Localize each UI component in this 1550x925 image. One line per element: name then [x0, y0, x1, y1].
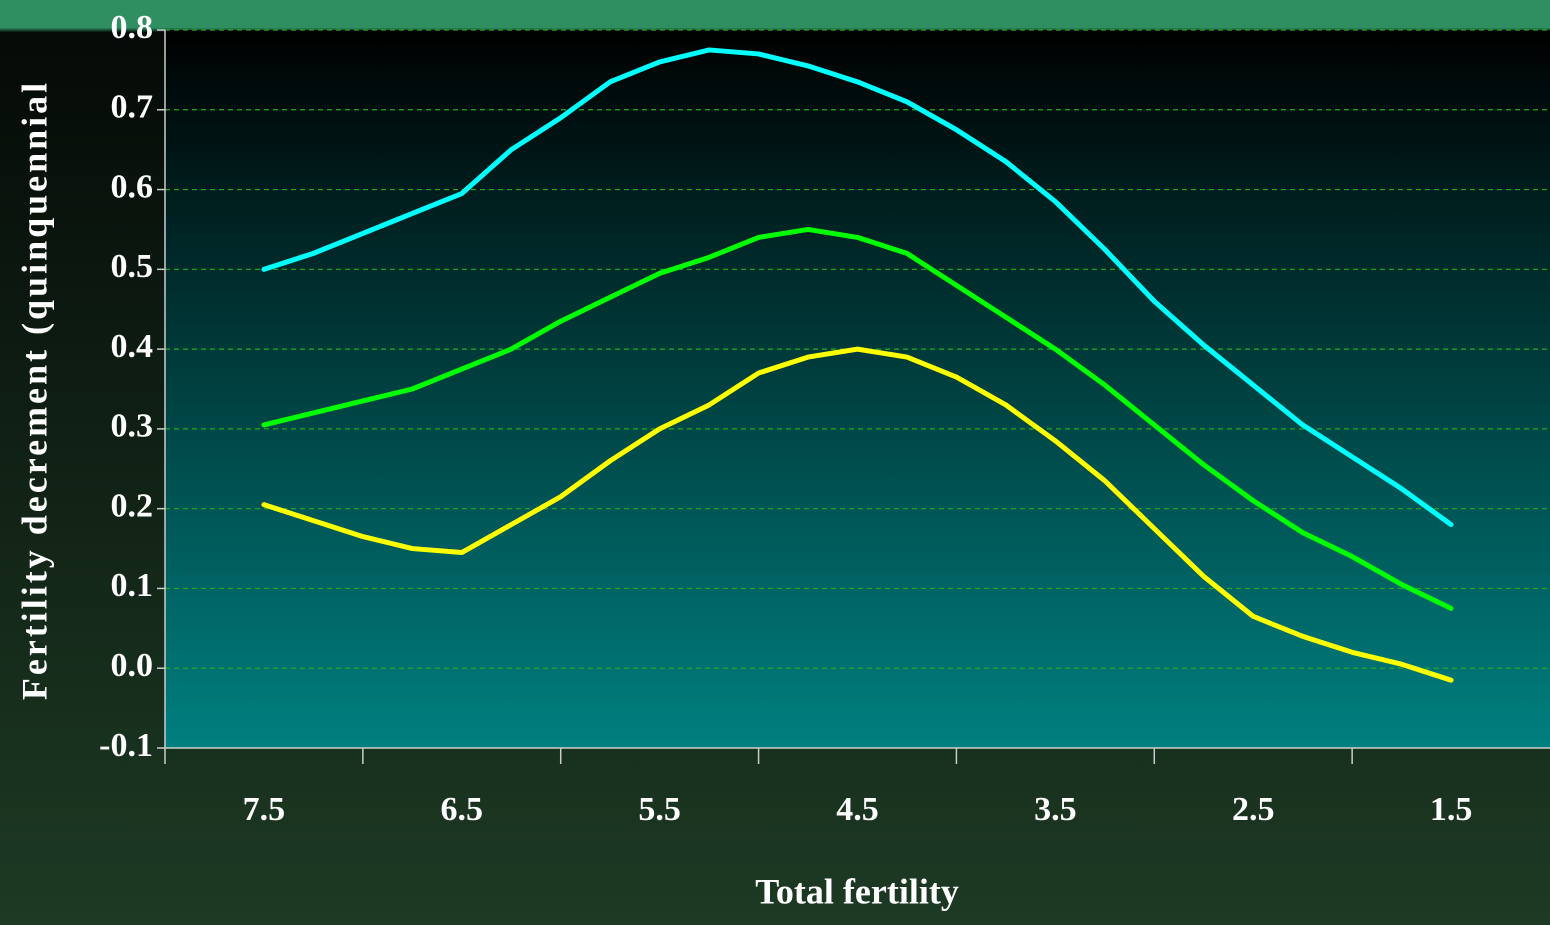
- series-line: [261, 47, 1454, 528]
- x-tick-label: 6.5: [441, 791, 484, 828]
- y-tick-label: 0.0: [111, 647, 154, 684]
- x-tick-label: 7.5: [243, 791, 286, 828]
- x-axis-title: Total fertility: [755, 871, 959, 911]
- y-tick-label: -0.1: [99, 727, 153, 764]
- y-tick-label: 0.8: [111, 9, 154, 46]
- x-tick-label: 3.5: [1034, 791, 1077, 828]
- x-tick-label: 4.5: [836, 791, 879, 828]
- x-tick-label: 2.5: [1232, 791, 1275, 828]
- y-tick-label: 0.7: [111, 89, 154, 126]
- y-tick-label: 0.2: [111, 487, 154, 524]
- plot-area: [165, 30, 1550, 748]
- y-tick-label: 0.4: [111, 328, 154, 365]
- x-tick-label: 5.5: [638, 791, 681, 828]
- x-tick-label: 1.5: [1430, 791, 1473, 828]
- series-line: [261, 226, 1454, 611]
- y-tick-label: 0.5: [111, 248, 154, 285]
- y-tick-label: 0.3: [111, 408, 154, 445]
- y-axis-title: Fertility decrement (quinquennial: [14, 80, 54, 700]
- y-tick-label: 0.6: [111, 168, 154, 205]
- series-line: [261, 346, 1454, 683]
- y-tick-label: 0.1: [111, 567, 154, 604]
